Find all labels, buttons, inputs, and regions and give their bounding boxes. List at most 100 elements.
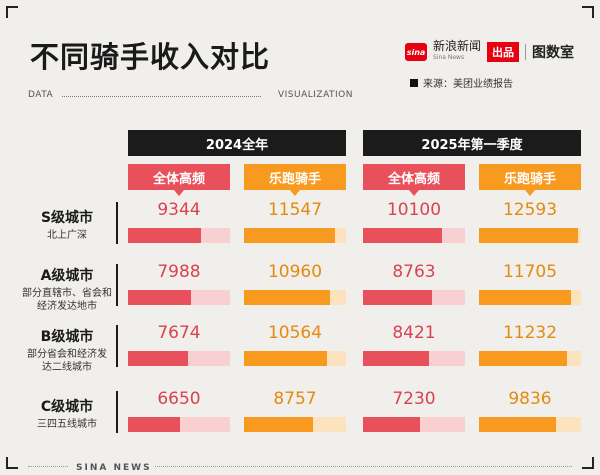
- category-label-text: 乐跑骑手: [268, 171, 321, 187]
- footer-label: SINA NEWS: [76, 463, 152, 473]
- data-label: 8763: [392, 262, 436, 282]
- bar-track: [128, 417, 230, 432]
- row-label-name: C级城市: [40, 399, 94, 415]
- row-divider: [116, 391, 118, 433]
- bar: [128, 417, 180, 432]
- data-label: 8421: [392, 323, 436, 343]
- bar: [479, 417, 556, 432]
- data-label: 6650: [157, 389, 201, 409]
- data-label: 7988: [157, 262, 201, 282]
- bar-track: [363, 417, 465, 432]
- bar-track: [479, 228, 581, 243]
- category-label-high-freq: 全体高频: [363, 164, 465, 196]
- category-label-text: 全体高频: [152, 171, 205, 187]
- data-label: 7230: [392, 389, 436, 409]
- row-label-desc: 部分直辖市、省会和经济发达地市: [22, 288, 112, 312]
- bar: [244, 290, 330, 305]
- dataviz-left-label: DATA: [28, 90, 54, 100]
- data-label: 10960: [267, 262, 323, 282]
- category-label-text: 乐跑骑手: [503, 171, 556, 187]
- category-notch: [409, 190, 419, 196]
- bar: [479, 351, 567, 366]
- row-label-desc: 部分省会和经济发达二线城市: [27, 349, 107, 373]
- bar-track: [363, 290, 465, 305]
- bar: [363, 228, 442, 243]
- bar: [244, 228, 335, 243]
- corner-mark: [6, 6, 18, 18]
- bar: [479, 290, 571, 305]
- row-label: C级城市三四五线城市: [22, 396, 112, 431]
- bar: [363, 351, 429, 366]
- data-label: 9344: [157, 200, 201, 220]
- category-label-text: 全体高频: [387, 171, 440, 187]
- row-label: A级城市部分直辖市、省会和经济发达地市: [22, 265, 112, 313]
- data-label: 10100: [386, 200, 442, 220]
- bar: [363, 290, 432, 305]
- bar: [128, 228, 201, 243]
- row-label-desc: 三四五线城市: [37, 419, 97, 430]
- data-label: 9836: [508, 389, 552, 409]
- bar-track: [479, 290, 581, 305]
- partner-logo: 图数室: [532, 45, 575, 61]
- bar-track: [244, 290, 346, 305]
- data-label: 12593: [502, 200, 558, 220]
- brand-name-text: 新浪新闻: [433, 39, 482, 53]
- sina-logo-icon: sina: [405, 43, 427, 61]
- footer-mask: [68, 461, 154, 475]
- data-label: 11547: [267, 200, 323, 220]
- category-notch: [525, 190, 535, 196]
- data-label: 7674: [157, 323, 201, 343]
- brand-bar: sina 新浪新闻 Sina News 出品 图数室: [405, 40, 575, 64]
- bar: [128, 290, 191, 305]
- corner-mark: [582, 6, 594, 18]
- row-divider: [116, 202, 118, 244]
- bar-track: [244, 417, 346, 432]
- bar: [244, 351, 327, 366]
- row-label-name: S级城市: [40, 210, 94, 226]
- data-label: 10564: [267, 323, 323, 343]
- row-label-name: B级城市: [40, 329, 94, 345]
- source-text: 来源：美团业绩报告: [423, 79, 513, 90]
- row-label-desc: 北上广深: [47, 230, 87, 241]
- row-divider: [116, 325, 118, 367]
- bar-track: [479, 417, 581, 432]
- bar-track: [128, 351, 230, 366]
- data-label: 11232: [502, 323, 558, 343]
- corner-mark: [582, 457, 594, 469]
- bar-track: [244, 228, 346, 243]
- bar: [128, 351, 188, 366]
- brand-name-sub: Sina News: [433, 54, 465, 61]
- chart-title: 不同骑手收入对比: [30, 40, 271, 74]
- bar-track: [363, 228, 465, 243]
- dataviz-dotted-line: [62, 96, 261, 97]
- category-label-lepao: 乐跑骑手: [479, 164, 581, 196]
- bar-track: [479, 351, 581, 366]
- row-divider: [116, 264, 118, 306]
- bar: [479, 228, 578, 243]
- bar-track: [363, 351, 465, 366]
- brand-name: 新浪新闻 Sina News: [433, 40, 481, 64]
- row-label-name: A级城市: [40, 268, 94, 284]
- corner-mark: [6, 457, 18, 469]
- brand-tag: 出品: [487, 42, 520, 62]
- row-label: S级城市北上广深: [22, 207, 112, 242]
- bar-track: [128, 290, 230, 305]
- footer-dotted-line: [28, 466, 572, 467]
- brand-divider: [525, 44, 527, 60]
- row-label: B级城市部分省会和经济发达二线城市: [22, 326, 112, 374]
- bar: [363, 417, 420, 432]
- source-square-icon: [410, 78, 418, 87]
- data-label: 11705: [502, 262, 558, 282]
- period-header-2025q1: 2025年第一季度: [363, 130, 581, 156]
- period-header-2024: 2024全年: [128, 130, 346, 156]
- category-notch: [174, 190, 184, 196]
- bar-track: [244, 351, 346, 366]
- category-label-lepao: 乐跑骑手: [244, 164, 346, 196]
- data-label: 8757: [273, 389, 317, 409]
- bar: [244, 417, 313, 432]
- dataviz-rule: DATA VISUALIZATION: [28, 90, 353, 104]
- category-label-high-freq: 全体高频: [128, 164, 230, 196]
- source-note: 来源：美团业绩报告: [410, 75, 513, 90]
- category-notch: [290, 190, 300, 196]
- bar-track: [128, 228, 230, 243]
